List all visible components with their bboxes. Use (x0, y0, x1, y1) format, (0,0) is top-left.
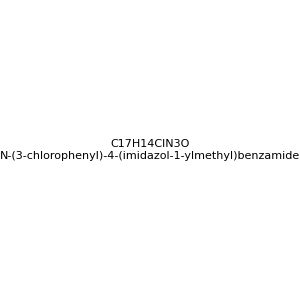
Text: C17H14ClN3O
N-(3-chlorophenyl)-4-(imidazol-1-ylmethyl)benzamide: C17H14ClN3O N-(3-chlorophenyl)-4-(imidaz… (0, 139, 300, 161)
